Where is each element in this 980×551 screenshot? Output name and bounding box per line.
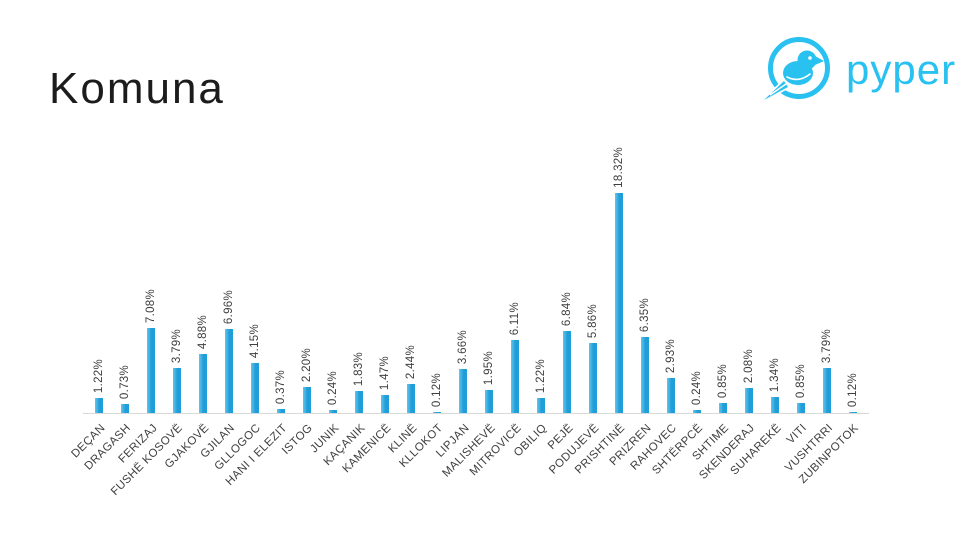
bar-chart: 1.22% DEÇAN 0.73% DRAGASH 7.08% FERIZAJ 3.79% F…	[69, 130, 869, 498]
bar	[823, 368, 831, 413]
bar-value-label: 3.79%	[821, 328, 833, 363]
bar-value-label: 4.88%	[197, 314, 209, 349]
bar-column: 2.20% ISTOG	[280, 130, 320, 457]
bar-column: 2.93% RAHOVEC	[629, 130, 684, 473]
bar-column: 1.83% KAÇANIK	[321, 130, 372, 468]
bar	[745, 388, 753, 413]
bar-column: 0.37% HANI I ELEZIT	[224, 130, 294, 488]
bar-column: 2.08% SKENDERAJ	[698, 130, 762, 482]
bar-column: 2.44% KLINË	[386, 130, 424, 456]
page-title: Komuna	[49, 64, 225, 113]
bar-column: 0.12% KLLOKOT	[398, 130, 450, 470]
bar	[251, 363, 259, 413]
bar	[433, 412, 441, 413]
bar-value-label: 0.37%	[275, 369, 287, 404]
bar-value-label: 4.15%	[249, 323, 261, 358]
bar-value-label: 7.08%	[145, 288, 157, 323]
bar	[173, 368, 181, 413]
bar-value-label: 0.73%	[119, 364, 131, 399]
bar	[615, 193, 623, 413]
bar-column: 1.22% DEÇAN	[69, 130, 112, 460]
bar	[303, 387, 311, 413]
bar-value-label: 18.32%	[613, 147, 625, 188]
bar-value-label: 2.08%	[743, 348, 755, 383]
bar-value-label: 2.20%	[301, 347, 313, 382]
bar	[147, 328, 155, 413]
bar	[355, 391, 363, 413]
bar	[771, 397, 779, 413]
bar-column: 0.12% ZUBINPOTOK	[797, 130, 866, 486]
bar-value-label: 6.35%	[639, 297, 651, 332]
bar-value-label: 1.47%	[379, 355, 391, 390]
bar	[797, 403, 805, 413]
bar	[485, 390, 493, 413]
bar-column: 6.11% MITROVICË	[467, 130, 528, 478]
bar-column: 3.79% VUSHTRRI	[783, 130, 840, 474]
bar-value-label: 3.66%	[457, 329, 469, 364]
bar	[407, 384, 415, 413]
bar	[693, 410, 701, 413]
bar-column: 4.88% GJAKOVË	[163, 130, 216, 471]
bar-column: 3.66% LIPJAN	[434, 130, 476, 460]
bar-column: 0.24% SHTËRPCË	[650, 130, 710, 477]
bar-column: 0.85% VITI	[785, 130, 814, 447]
bar-value-label: 0.85%	[795, 363, 807, 398]
bar-value-label: 1.83%	[353, 351, 365, 386]
bar-column: 1.47% KAMENICË	[340, 130, 398, 475]
bar-column: 5.86% PODUJEVË	[547, 130, 606, 477]
bar-value-label: 0.24%	[327, 370, 339, 405]
bar-column: 6.35% PRIZREN	[607, 130, 658, 468]
bar-value-label: 1.34%	[769, 357, 781, 392]
bar-value-label: 6.84%	[561, 291, 573, 326]
bar-column: 0.85% SHTIME	[691, 130, 736, 463]
bar-column: 1.34% SUHAREKË	[728, 130, 788, 478]
pyper-bird-icon	[762, 34, 834, 106]
bar-value-label: 1.22%	[535, 358, 547, 393]
bar-value-label: 0.12%	[431, 372, 443, 407]
bar-column: 0.24% JUNIK	[308, 130, 346, 456]
bar-column: 0.73% DRAGASH	[83, 130, 138, 473]
bar-column: 6.96% GJILAN	[199, 130, 242, 461]
bar-column: 1.22% OBILIQ	[512, 130, 554, 459]
bar-value-label: 0.12%	[847, 372, 859, 407]
x-axis-line	[83, 413, 869, 414]
bar-value-label: 6.96%	[223, 289, 235, 324]
bar	[511, 340, 519, 413]
bar	[277, 409, 285, 413]
bar-column: 4.15% GLLOGOC	[213, 130, 268, 473]
bar	[719, 403, 727, 413]
bar-value-label: 6.11%	[509, 301, 521, 335]
bar-value-label: 0.85%	[717, 363, 729, 398]
bar	[641, 337, 649, 413]
bar-value-label: 0.24%	[691, 370, 703, 405]
bar	[381, 395, 389, 413]
bar	[849, 412, 857, 413]
bar	[121, 404, 129, 413]
bar	[563, 331, 571, 413]
bar	[459, 369, 467, 413]
bar-column: 6.84% PEJË	[546, 130, 580, 452]
bar-value-label: 2.44%	[405, 344, 417, 379]
bar-value-label: 2.93%	[665, 338, 677, 373]
bar	[95, 398, 103, 413]
bar-column: 7.08% FERIZAJ	[116, 130, 164, 466]
bar	[225, 329, 233, 413]
logo: pyper	[762, 34, 956, 106]
bar-column: 1.95% MALISHEVË	[440, 130, 502, 480]
bar	[537, 398, 545, 413]
bar-value-label: 3.79%	[171, 328, 183, 363]
bar-column: 18.32% PRISHTINË	[573, 130, 632, 476]
bar-value-label: 1.22%	[93, 358, 105, 393]
bar	[199, 354, 207, 413]
bar	[329, 410, 337, 413]
bar	[589, 343, 597, 413]
logo-wordmark: pyper	[846, 46, 957, 93]
bar-value-label: 1.95%	[483, 350, 495, 385]
bar	[667, 378, 675, 413]
bar-column: 3.79% FUSHË KOSOVË	[109, 130, 190, 498]
bar-value-label: 5.86%	[587, 303, 599, 338]
